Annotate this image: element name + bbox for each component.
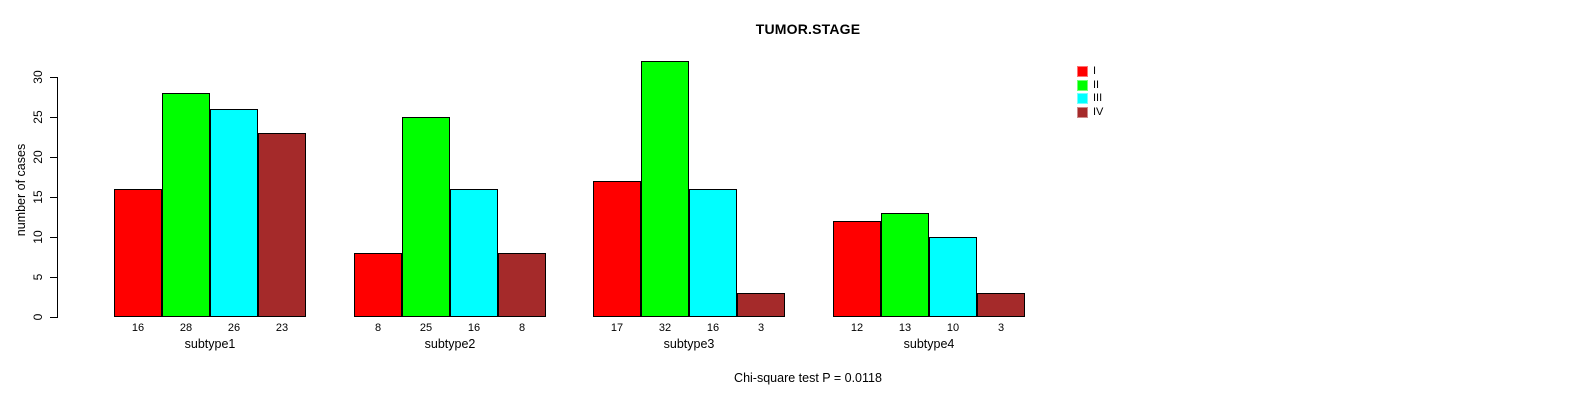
- y-axis-tick: [50, 197, 57, 198]
- bar-value-label: 16: [467, 322, 481, 334]
- y-axis-tick-label: 5: [31, 273, 45, 281]
- bar-value-label: 10: [946, 322, 960, 334]
- chart-title: TUMOR.STAGE: [755, 21, 861, 37]
- bar-value-label: 25: [419, 322, 433, 334]
- bar-IV-subtype3: [737, 293, 785, 317]
- y-axis-label: number of cases: [14, 143, 28, 237]
- bar-III-subtype4: [929, 237, 977, 317]
- category-label-subtype1: subtype1: [184, 337, 236, 351]
- y-axis-tick-label: 30: [31, 70, 45, 84]
- bar-III-subtype3: [689, 189, 737, 317]
- y-axis-tick: [50, 157, 57, 158]
- chi-square-annotation: Chi-square test P = 0.0118: [734, 371, 882, 385]
- y-axis-tick-label: 10: [31, 230, 45, 244]
- legend: I II III IV: [1077, 66, 1103, 118]
- bar-II-subtype3: [641, 61, 689, 317]
- bar-value-label: 3: [757, 322, 765, 334]
- bar-II-subtype2: [402, 117, 450, 317]
- legend-label: II: [1093, 78, 1100, 91]
- bar-I-subtype1: [114, 189, 162, 317]
- bar-value-label: 26: [227, 322, 241, 334]
- bar-value-label: 28: [179, 322, 193, 334]
- category-label-subtype2: subtype2: [424, 337, 476, 351]
- bar-IV-subtype1: [258, 133, 306, 317]
- y-axis-tick: [50, 277, 57, 278]
- legend-label: IV: [1093, 105, 1104, 118]
- legend-label: I: [1093, 65, 1097, 77]
- legend-swatch-icon: [1077, 66, 1088, 77]
- bar-IV-subtype2: [498, 253, 546, 317]
- legend-swatch-icon: [1077, 79, 1088, 91]
- bar-value-label: 32: [658, 322, 672, 334]
- y-axis-tick-label: 15: [31, 190, 45, 204]
- bar-value-label: 16: [706, 322, 720, 334]
- legend-label: III: [1093, 92, 1103, 104]
- bar-value-label: 16: [131, 322, 145, 334]
- legend-entry-IV: IV: [1077, 105, 1104, 118]
- bar-I-subtype3: [593, 181, 641, 317]
- y-axis-tick: [50, 237, 57, 238]
- y-axis-tick-label: 25: [31, 110, 45, 124]
- y-axis: [57, 77, 58, 318]
- category-label-subtype3: subtype3: [663, 337, 715, 351]
- y-axis-tick-label: 0: [31, 313, 45, 321]
- y-axis-tick: [50, 77, 57, 78]
- bar-III-subtype1: [210, 109, 258, 317]
- bar-II-subtype4: [881, 213, 929, 317]
- legend-entry-II: II: [1077, 78, 1103, 91]
- bar-value-label: 23: [275, 322, 289, 334]
- legend-swatch-icon: [1077, 106, 1088, 118]
- bar-III-subtype2: [450, 189, 498, 317]
- category-label-subtype4: subtype4: [903, 337, 955, 351]
- bar-II-subtype1: [162, 93, 210, 317]
- bar-value-label: 8: [374, 322, 382, 334]
- bar-IV-subtype4: [977, 293, 1025, 317]
- y-axis-tick: [50, 317, 57, 318]
- legend-swatch-icon: [1077, 93, 1088, 104]
- bar-I-subtype4: [833, 221, 881, 317]
- y-axis-tick-label: 20: [31, 150, 45, 164]
- legend-entry-III: III: [1077, 93, 1103, 104]
- bar-I-subtype2: [354, 253, 402, 317]
- y-axis-tick: [50, 117, 57, 118]
- legend-entry-I: I: [1077, 66, 1103, 77]
- bar-value-label: 13: [898, 322, 912, 334]
- bar-value-label: 8: [518, 322, 526, 334]
- bar-value-label: 12: [850, 322, 864, 334]
- bar-value-label: 3: [997, 322, 1005, 334]
- bar-value-label: 17: [610, 322, 624, 334]
